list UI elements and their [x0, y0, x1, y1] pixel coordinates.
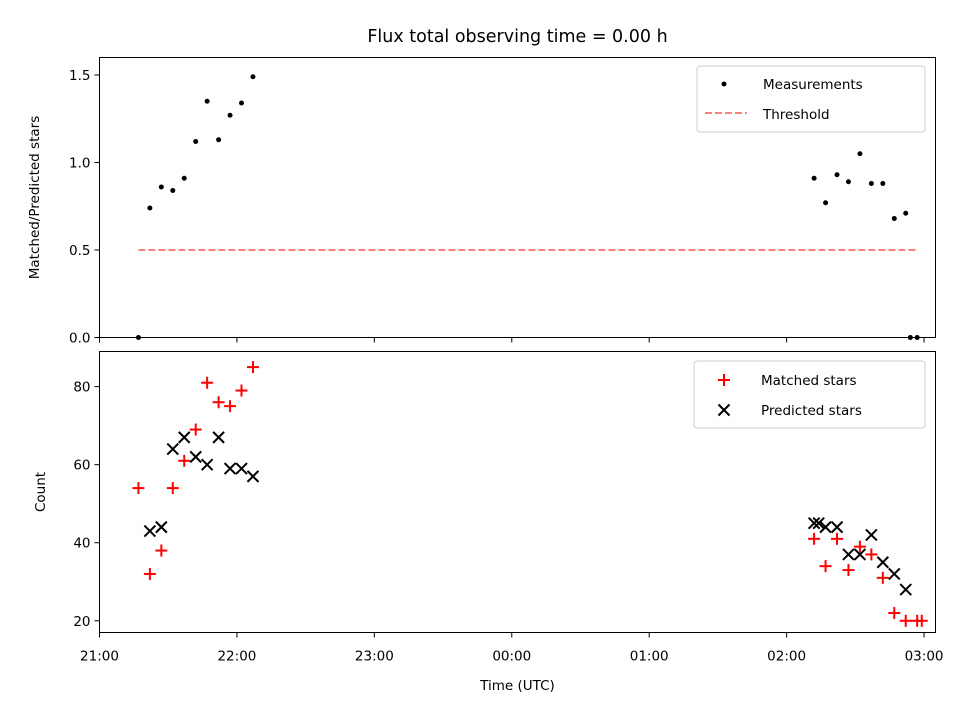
top-chart-title: Flux total observing time = 0.00 h: [367, 27, 667, 47]
measurement-point: [880, 181, 886, 186]
measurement-point: [823, 200, 829, 206]
measurement-point: [204, 98, 210, 104]
measurement-point: [170, 188, 176, 193]
measurement-point: [868, 181, 874, 186]
predicted-star-point: [842, 548, 855, 561]
measurement-point: [181, 175, 187, 181]
top-plot: 0.0 0.5 1.0 1.5 Matched/Predicted stars Mea…: [27, 57, 936, 347]
matched-star-point: [853, 540, 866, 553]
legend-measurements-marker: [721, 81, 727, 87]
predicted-star-point: [899, 583, 912, 596]
matched-star-point: [224, 400, 237, 413]
top-axes-frame: [99, 57, 936, 338]
measurement-point: [158, 184, 164, 190]
legend-threshold-label: Threshold: [762, 107, 830, 123]
x-tick-label: 01:00: [630, 649, 669, 665]
top-legend: Measurements Threshold: [696, 65, 926, 133]
x-axis-label: Time (UTC): [479, 678, 555, 694]
matched-star-point: [189, 423, 202, 436]
measurement-point: [147, 205, 153, 211]
matched-star-point: [235, 384, 248, 397]
measurement-point: [891, 216, 897, 221]
legend-measurements-label: Measurements: [763, 77, 863, 93]
bottom-legend: Matched stars Predicted stars: [693, 360, 926, 429]
measurement-point: [903, 210, 909, 216]
x-tick-label: 00:00: [492, 649, 531, 665]
matched-star-point: [915, 614, 928, 627]
matched-star-point: [166, 482, 179, 495]
matched-star-point: [842, 564, 855, 577]
bottom-plot: 20 40 60 80 21:00 22:00 23:00 00:00 01:00 02:00 03…: [33, 351, 944, 694]
measurement-point: [216, 137, 222, 143]
predicted-star-point: [155, 520, 168, 534]
predicted-star-point: [830, 520, 844, 534]
measurement-point: [834, 172, 840, 178]
x-tick-label: 21:00: [80, 649, 119, 665]
predicted-star-point: [876, 556, 890, 569]
matched-star-point: [888, 606, 901, 619]
matched-star-point: [865, 548, 878, 561]
predicted-star-point: [143, 524, 157, 538]
matched-star-point: [831, 532, 844, 545]
measurement-point: [239, 100, 245, 106]
bottom-y-axis-label: Count: [33, 472, 49, 512]
measurement-point: [250, 74, 256, 80]
matched-star-point: [819, 560, 832, 573]
predicted-star-point: [888, 567, 901, 581]
measurement-point: [845, 179, 851, 185]
predicted-star-point: [189, 450, 202, 464]
matched-star-point: [143, 567, 156, 580]
predicted-star-point: [200, 458, 214, 471]
predicted-star-point: [223, 462, 237, 475]
top-y-tick-label: 0.0: [69, 331, 90, 347]
predicted-star-point: [166, 442, 180, 456]
predicted-star-point: [819, 520, 832, 534]
measurement-point: [811, 175, 817, 181]
legend-predicted-marker: [717, 403, 731, 417]
bottom-y-tick-label: 60: [73, 458, 90, 474]
predicted-star-point: [853, 548, 867, 561]
x-tick-label: 02:00: [767, 649, 806, 665]
bottom-y-tick-label: 40: [73, 536, 90, 552]
top-y-tick-label: 1.0: [69, 156, 90, 172]
bottom-axes-frame: [99, 351, 936, 633]
legend-matched-label: Matched stars: [761, 373, 857, 389]
predicted-star-point: [865, 528, 878, 542]
top-y-tick-label: 0.5: [69, 243, 90, 259]
predicted-star-point: [235, 462, 248, 475]
top-y-axis-label: Matched/Predicted stars: [27, 116, 43, 279]
x-tick-label: 23:00: [355, 649, 394, 665]
matched-star-point: [246, 361, 259, 374]
matched-star-point: [808, 532, 821, 545]
predicted-star-point: [178, 431, 191, 444]
x-tick-label: 22:00: [217, 649, 256, 665]
x-tick-label: 03:00: [905, 649, 944, 665]
predicted-star-point: [812, 517, 825, 530]
matched-star-point: [132, 482, 145, 495]
matched-star-point: [201, 376, 214, 389]
predicted-star-point: [807, 517, 821, 530]
matched-star-point: [178, 454, 191, 467]
top-y-tick-label: 1.5: [69, 68, 90, 84]
matched-star-point: [899, 614, 912, 627]
matched-star-point: [212, 396, 225, 409]
measurement-point: [227, 112, 233, 118]
legend-predicted-label: Predicted stars: [761, 403, 862, 419]
bottom-y-tick-label: 20: [73, 614, 90, 630]
predicted-star-point: [246, 470, 260, 483]
bottom-y-tick-label: 80: [73, 380, 90, 396]
measurement-point: [857, 151, 863, 157]
predicted-star-point: [212, 431, 225, 444]
measurement-point: [193, 139, 199, 144]
legend-matched-marker: [718, 374, 730, 386]
matched-star-point: [155, 544, 168, 557]
matched-star-point: [876, 571, 889, 584]
